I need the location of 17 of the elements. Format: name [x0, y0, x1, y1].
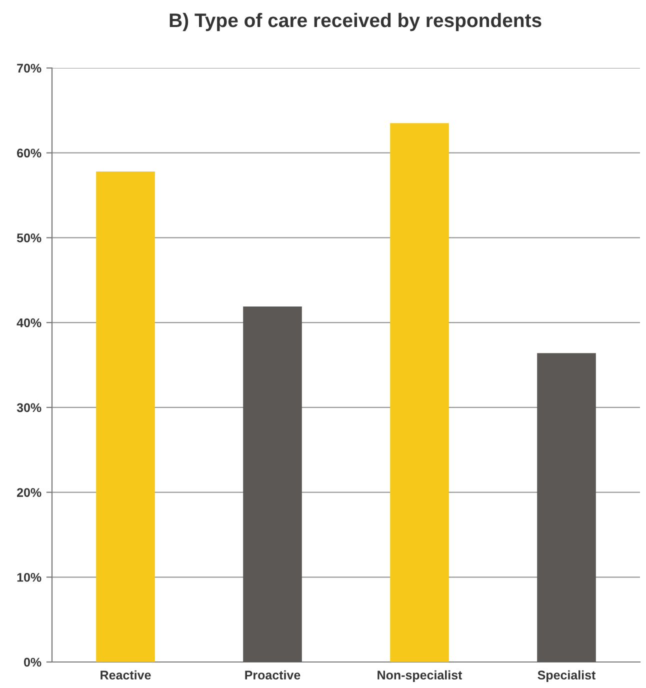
x-tick-label: Specialist [538, 670, 596, 682]
bar [96, 172, 155, 662]
bar [390, 123, 449, 662]
y-tick-label: 20% [17, 488, 42, 497]
y-tick-label: 60% [17, 148, 42, 158]
x-tick-label: Proactive [245, 670, 300, 680]
bar [537, 353, 596, 662]
bar [243, 306, 302, 662]
y-tick-label: 10% [17, 572, 42, 582]
y-tick-label: 0% [24, 658, 42, 667]
chart-title: B) Type of care received by respondents [170, 12, 542, 32]
y-tick-label: 50% [16, 234, 42, 242]
y-tick-label: 70% [17, 64, 42, 73]
y-tick-label: 30% [16, 403, 42, 412]
x-tick-label: Reactive [100, 670, 151, 680]
y-tick-label: 40% [16, 318, 42, 328]
x-tick-label: Non-specialist [378, 670, 462, 682]
